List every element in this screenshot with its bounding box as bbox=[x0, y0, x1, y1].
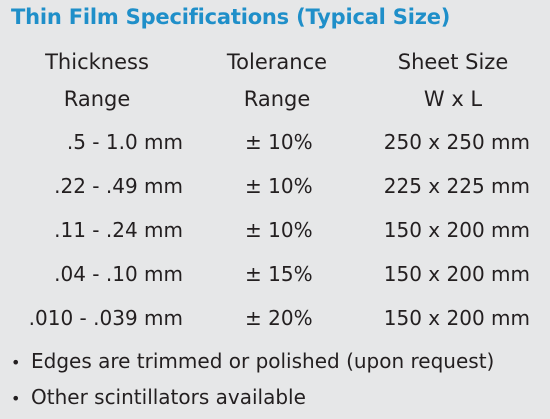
table-row: .11 - .24 mm ± 10% 150 x 200 mm bbox=[0, 210, 550, 254]
sheet-size-cell: 150 x 200 mm bbox=[383, 306, 530, 330]
tolerance-cell: ± 10% bbox=[245, 130, 313, 154]
bullet-icon: • bbox=[11, 389, 21, 408]
note-item: • Edges are trimmed or polished (upon re… bbox=[11, 344, 494, 380]
note-text: Other scintillators available bbox=[31, 385, 306, 409]
note-text: Edges are trimmed or polished (upon requ… bbox=[31, 349, 495, 373]
tolerance-header: Tolerance Range bbox=[212, 44, 342, 118]
table-row: .010 - .039 mm ± 20% 150 x 200 mm bbox=[0, 298, 550, 342]
thickness-header-line2: Range bbox=[63, 87, 131, 111]
thickness-header: Thickness Range bbox=[32, 44, 162, 118]
table-row: .04 - .10 mm ± 15% 150 x 200 mm bbox=[0, 254, 550, 298]
sheet-size-header-line2: W x L bbox=[423, 87, 483, 111]
sheet-size-cell: 150 x 200 mm bbox=[383, 218, 530, 242]
bullet-icon: • bbox=[11, 353, 21, 372]
thickness-cell: .5 - 1.0 mm bbox=[66, 130, 183, 154]
thickness-header-line1: Thickness bbox=[45, 50, 149, 74]
notes-list: • Edges are trimmed or polished (upon re… bbox=[11, 344, 494, 416]
tolerance-cell: ± 10% bbox=[245, 218, 313, 242]
note-item: • Other scintillators available bbox=[11, 380, 494, 416]
sheet-size-header: Sheet Size W x L bbox=[388, 44, 518, 118]
sheet-size-cell: 250 x 250 mm bbox=[383, 130, 530, 154]
tolerance-cell: ± 15% bbox=[245, 262, 313, 286]
tolerance-header-line2: Range bbox=[243, 87, 311, 111]
tolerance-cell: ± 10% bbox=[245, 174, 313, 198]
thickness-cell: .04 - .10 mm bbox=[54, 262, 183, 286]
sheet-size-header-line1: Sheet Size bbox=[397, 50, 509, 74]
tolerance-header-line1: Tolerance bbox=[226, 50, 328, 74]
sheet-size-cell: 150 x 200 mm bbox=[383, 262, 530, 286]
tolerance-cell: ± 20% bbox=[245, 306, 313, 330]
table-row: .5 - 1.0 mm ± 10% 250 x 250 mm bbox=[0, 122, 550, 166]
table-row: .22 - .49 mm ± 10% 225 x 225 mm bbox=[0, 166, 550, 210]
thickness-cell: .11 - .24 mm bbox=[54, 218, 183, 242]
card-title: Thin Film Specifications (Typical Size) bbox=[11, 5, 451, 29]
spec-table: .5 - 1.0 mm ± 10% 250 x 250 mm .22 - .49… bbox=[0, 122, 550, 342]
thickness-cell: .010 - .039 mm bbox=[28, 306, 183, 330]
thickness-cell: .22 - .49 mm bbox=[54, 174, 183, 198]
sheet-size-cell: 225 x 225 mm bbox=[383, 174, 530, 198]
